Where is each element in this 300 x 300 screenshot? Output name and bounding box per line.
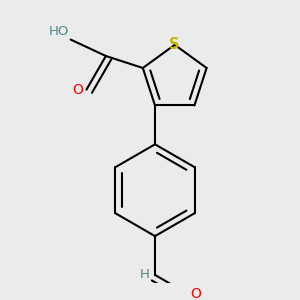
Text: HO: HO [49, 25, 69, 38]
Text: H: H [140, 268, 150, 281]
Text: O: O [190, 287, 201, 300]
Text: O: O [72, 82, 83, 97]
Text: S: S [169, 37, 180, 52]
